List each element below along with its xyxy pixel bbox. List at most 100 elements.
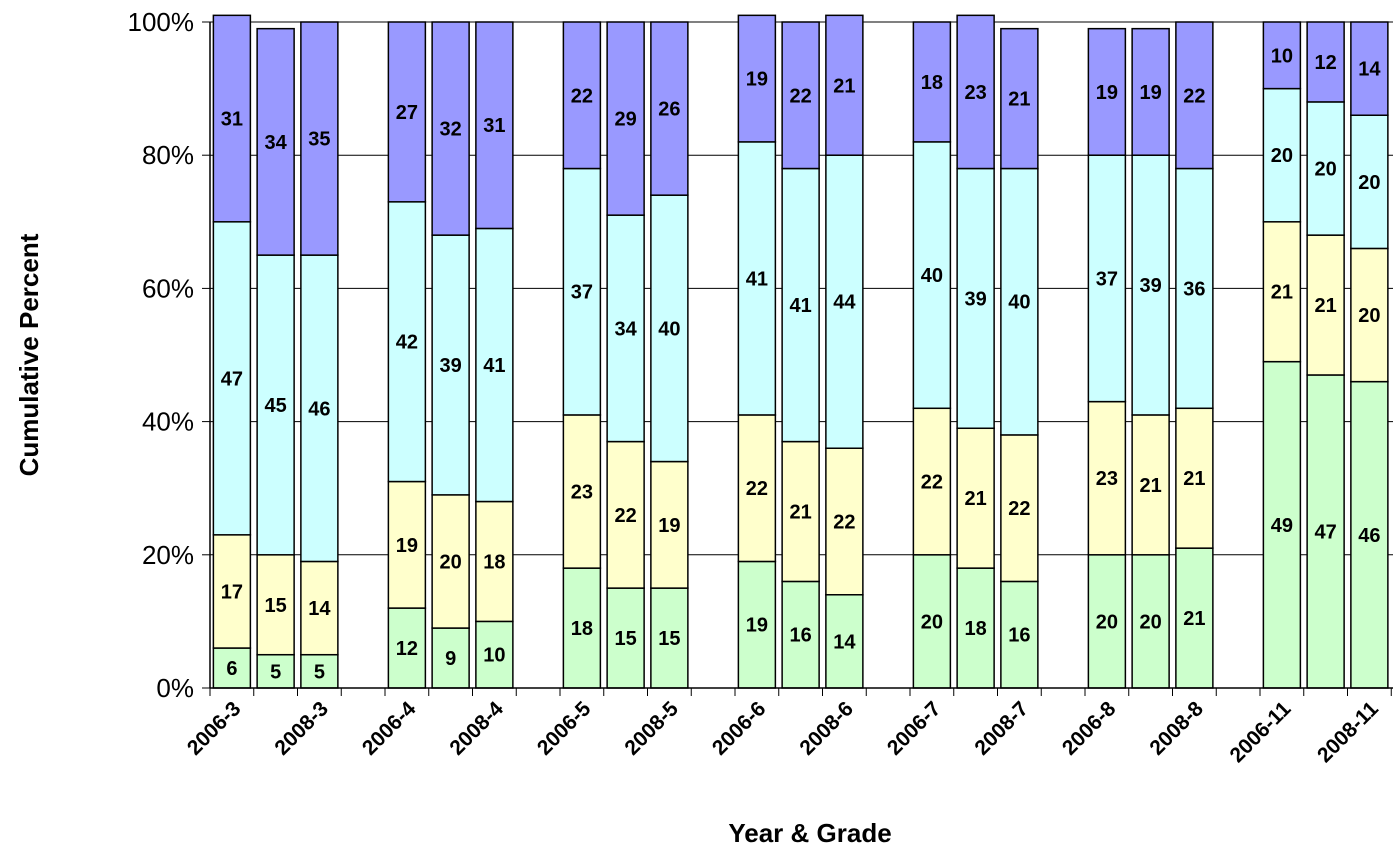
bar-segment bbox=[475, 21, 514, 230]
segment-value-label: 22 bbox=[746, 478, 768, 500]
segment-value-label: 19 bbox=[658, 515, 680, 537]
segment-value-label: 14 bbox=[308, 598, 331, 620]
y-tick-label: 60% bbox=[142, 273, 194, 303]
segment-value-label: 14 bbox=[833, 631, 856, 653]
bar-segment bbox=[1350, 380, 1389, 689]
bar-segment bbox=[256, 554, 295, 656]
bar-segment bbox=[912, 407, 952, 556]
bar-segment bbox=[1131, 414, 1170, 556]
segment-value-label: 40 bbox=[921, 265, 943, 287]
segment-value-label: 16 bbox=[790, 625, 812, 647]
bar-segment bbox=[956, 167, 995, 430]
segment-value-label: 19 bbox=[396, 535, 418, 557]
bar-segment bbox=[912, 141, 952, 410]
segment-value-label: 10 bbox=[1271, 45, 1293, 67]
x-tick-label: 2006-8 bbox=[1058, 697, 1121, 760]
segment-value-label: 19 bbox=[1140, 82, 1162, 104]
segment-value-label: 22 bbox=[921, 472, 943, 494]
bar-segment bbox=[475, 227, 514, 503]
x-tick-label: 2006-4 bbox=[358, 697, 421, 760]
x-axis-title: Year & Grade bbox=[728, 818, 891, 848]
segment-value-label: 21 bbox=[1271, 282, 1293, 304]
segment-value-label: 10 bbox=[483, 645, 505, 667]
bars: 6 17 47 31 5 15 45 34 5 14 46 35 12 19 42 27 9 20 39 32 10 18… bbox=[212, 14, 1389, 689]
segment-value-label: 19 bbox=[746, 615, 768, 637]
bar-segment bbox=[737, 14, 777, 143]
bar-segment bbox=[256, 653, 295, 689]
bar-segment bbox=[737, 560, 777, 689]
segment-value-label: 18 bbox=[483, 551, 505, 573]
segment-value-label: 19 bbox=[746, 69, 768, 91]
segment-value-label: 27 bbox=[396, 102, 418, 124]
segment-value-label: 21 bbox=[833, 75, 855, 97]
segment-value-label: 23 bbox=[571, 482, 593, 504]
segment-value-label: 40 bbox=[658, 318, 680, 340]
segment-value-label: 39 bbox=[1140, 275, 1162, 297]
bar-segment bbox=[387, 201, 427, 483]
bar-segment bbox=[1175, 21, 1214, 170]
segment-value-label: 20 bbox=[1271, 145, 1293, 167]
bar-segment bbox=[300, 21, 339, 256]
x-tick-label: 2008-7 bbox=[970, 697, 1033, 760]
segment-value-label: 47 bbox=[221, 368, 243, 390]
bar-segment bbox=[825, 594, 864, 689]
bar-segment bbox=[912, 21, 952, 143]
segment-value-label: 46 bbox=[308, 398, 330, 420]
bar-segment bbox=[1131, 154, 1170, 416]
x-tick-label: 2006-7 bbox=[883, 697, 946, 760]
bar-segment bbox=[781, 167, 820, 443]
segment-value-label: 21 bbox=[965, 488, 987, 510]
bar-segment bbox=[781, 21, 820, 170]
segment-value-label: 12 bbox=[396, 638, 418, 660]
segment-value-label: 21 bbox=[790, 502, 812, 524]
segment-value-label: 9 bbox=[445, 648, 456, 670]
x-tick-label: 2006-5 bbox=[533, 697, 596, 760]
bar-segment bbox=[1000, 434, 1039, 583]
y-tick-label: 20% bbox=[142, 540, 194, 570]
segment-value-label: 22 bbox=[833, 512, 855, 534]
segment-value-label: 32 bbox=[440, 119, 462, 141]
segment-value-label: 20 bbox=[1140, 611, 1162, 633]
bar-segment bbox=[1131, 27, 1170, 156]
segment-value-label: 22 bbox=[790, 85, 812, 107]
segment-value-label: 36 bbox=[1183, 278, 1205, 300]
segment-value-label: 47 bbox=[1315, 521, 1337, 543]
bar-segment bbox=[606, 440, 645, 589]
x-tick-label: 2008-4 bbox=[445, 697, 508, 760]
bar-segment bbox=[475, 500, 514, 623]
x-tick-label: 2008-5 bbox=[620, 697, 683, 760]
bar-segment bbox=[1306, 101, 1345, 236]
segment-value-label: 12 bbox=[1315, 52, 1337, 74]
segment-value-label: 29 bbox=[615, 109, 637, 131]
bar-segment bbox=[1175, 407, 1214, 549]
bar-segment bbox=[1262, 21, 1302, 90]
x-tick-label: 2008-3 bbox=[270, 697, 333, 760]
x-tick-label: 2008-6 bbox=[795, 697, 858, 760]
y-axis-title: Cumulative Percent bbox=[14, 233, 44, 476]
bar-segment bbox=[1306, 234, 1345, 376]
segment-value-label: 35 bbox=[308, 129, 330, 151]
segment-value-label: 15 bbox=[658, 628, 680, 650]
segment-value-label: 14 bbox=[1358, 59, 1381, 81]
segment-value-label: 20 bbox=[440, 551, 462, 573]
y-tick-label: 0% bbox=[156, 673, 194, 703]
segment-value-label: 6 bbox=[226, 658, 237, 680]
bar-segment bbox=[212, 14, 252, 223]
bar-segment bbox=[431, 21, 470, 236]
bar-segment bbox=[562, 567, 602, 689]
bar-segment bbox=[562, 414, 602, 569]
bar-segment bbox=[431, 234, 470, 496]
segment-value-label: 40 bbox=[1008, 292, 1030, 314]
bar-segment bbox=[256, 254, 295, 556]
bar-segment bbox=[256, 27, 295, 256]
segment-value-label: 41 bbox=[790, 295, 812, 317]
segment-value-label: 22 bbox=[1183, 85, 1205, 107]
segment-value-label: 41 bbox=[483, 355, 505, 377]
bar-segment bbox=[650, 21, 689, 196]
bar-segment bbox=[387, 480, 427, 609]
segment-value-label: 17 bbox=[221, 581, 243, 603]
bar-segment bbox=[1350, 247, 1389, 383]
bar-segment bbox=[212, 221, 252, 536]
bar-segment bbox=[956, 567, 995, 689]
